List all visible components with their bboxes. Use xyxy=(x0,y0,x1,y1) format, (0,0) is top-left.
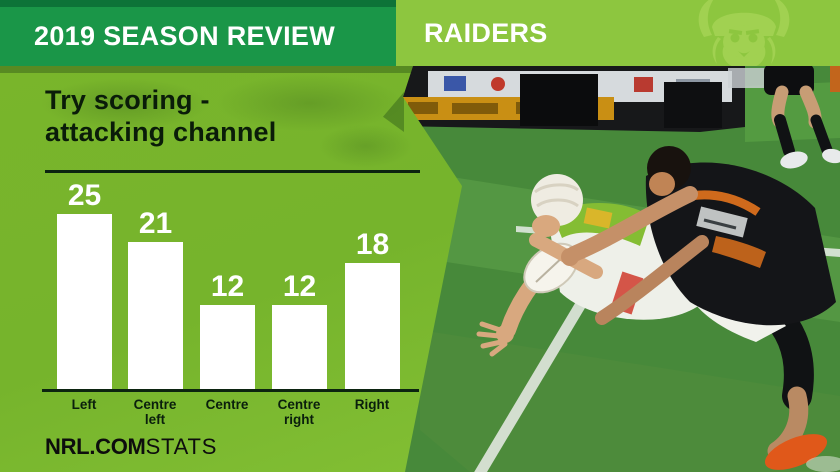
panel-edge-accent xyxy=(383,92,404,132)
jersey-sponsor-white xyxy=(696,206,748,238)
tackler-arm-upper xyxy=(566,186,698,262)
tackler-face xyxy=(649,172,675,196)
panel-texture xyxy=(318,124,413,168)
chart-panel xyxy=(0,66,462,472)
raiders-viking-logo-icon xyxy=(698,0,790,66)
team-name: RAIDERS xyxy=(424,17,548,48)
corner-flag-pad xyxy=(830,66,840,92)
panel-texture xyxy=(40,78,210,130)
season-review-title: 2019 SEASON REVIEW xyxy=(34,21,336,51)
camera-pad xyxy=(664,82,722,128)
carrier-hand xyxy=(476,321,508,357)
tackler-arm-lower xyxy=(595,235,709,325)
header-team: RAIDERS xyxy=(396,0,840,66)
panel-texture xyxy=(215,74,405,132)
carrier-face xyxy=(532,215,560,237)
tackler-tigers xyxy=(561,146,836,326)
orange-boot xyxy=(764,434,828,470)
header-season-review: 2019 SEASON REVIEW xyxy=(0,0,396,66)
background-runner xyxy=(764,64,840,169)
camera-pad xyxy=(520,74,598,126)
panel-texture xyxy=(0,66,420,73)
